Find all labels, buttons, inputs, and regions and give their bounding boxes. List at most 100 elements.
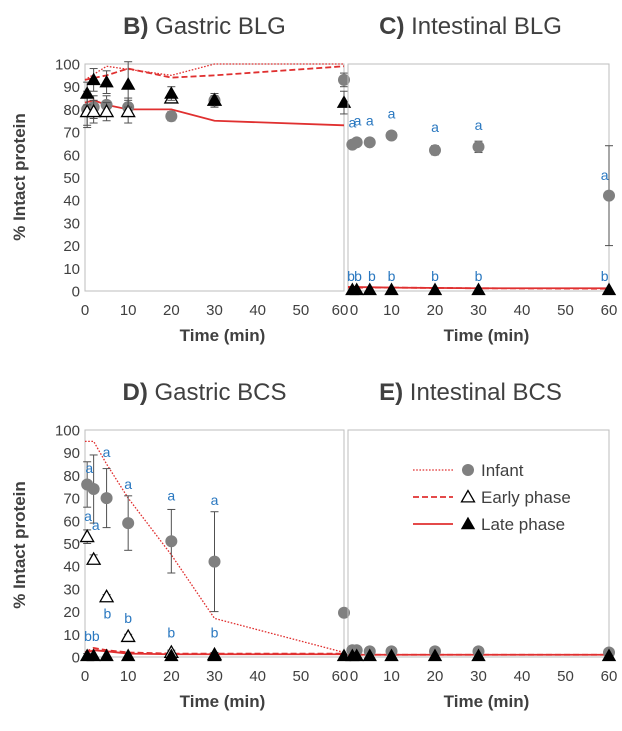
significance-letter: b <box>368 268 376 284</box>
data-point-late-phase <box>120 648 136 662</box>
significance-letter: a <box>85 460 93 476</box>
panel-title-letter: E) <box>379 379 403 406</box>
x-tick-label: 10 <box>383 302 400 319</box>
data-point-late-phase <box>362 648 377 662</box>
panel-e: E) Intestinal BCS 0 10 20 30 40 50 60 Time (min) <box>345 379 617 711</box>
data-point-infant <box>385 129 398 142</box>
data-point-late-phase <box>601 648 617 662</box>
significance-letter: b <box>92 628 100 644</box>
panel-title-text: Intestinal BCS <box>410 379 562 406</box>
data-point-late-phase <box>362 282 377 296</box>
panel-title: D) Gastric BCS <box>122 379 286 406</box>
panel-title-letter: D) <box>122 379 147 406</box>
data-point-late-phase <box>349 648 364 662</box>
x-tick-label: 10 <box>383 668 400 685</box>
data-point-infant <box>350 136 363 149</box>
data-point-late-phase <box>427 282 443 296</box>
x-tick-label: 20 <box>427 302 444 319</box>
data-point-late-phase <box>471 648 486 662</box>
x-tick-label: 60 <box>332 668 349 685</box>
panel-title-space <box>403 379 410 406</box>
x-tick-label: 0 <box>81 302 89 319</box>
data-point-late-phase <box>207 93 222 106</box>
plot-frame <box>347 63 610 292</box>
series-late-phase <box>345 648 617 662</box>
data-point-late-phase <box>99 74 114 88</box>
y-tick-label: 0 <box>72 650 80 667</box>
significance-letter: a <box>431 119 439 135</box>
y-tick-label: 50 <box>63 536 80 553</box>
significance-letter: a <box>388 105 396 121</box>
legend-label: Early phase <box>481 488 571 507</box>
data-point-late-phase <box>79 86 95 99</box>
y-tick-label: 100 <box>55 423 80 440</box>
panel-title-text: Gastric BLG <box>155 13 286 40</box>
data-point-infant <box>100 492 113 505</box>
significance-letter: b <box>354 268 362 284</box>
data-point-infant <box>472 140 485 153</box>
panel-b: B) Gastric BLG 0 10 20 30 40 50 60 70 80 90 100 0 10 2… <box>55 13 352 345</box>
x-axis-label: Time (min) <box>180 692 266 711</box>
data-point-infant <box>338 73 350 86</box>
x-tick-label: 40 <box>249 302 266 319</box>
x-axis-label: Time (min) <box>444 692 530 711</box>
data-point-infant <box>208 555 221 568</box>
y-tick-label: 10 <box>63 627 80 644</box>
data-point-late-phase <box>471 282 486 296</box>
panel-title: C) Intestinal BLG <box>379 13 562 40</box>
data-point-infant <box>122 517 135 530</box>
significance-letter: a <box>366 112 374 128</box>
data-point-late-phase <box>384 648 399 662</box>
y-tick-label: 50 <box>63 170 80 187</box>
y-tick-label: 30 <box>63 581 80 598</box>
x-tick-label: 50 <box>292 302 309 319</box>
legend-item-infant: Infant <box>413 461 524 480</box>
x-tick-label: 30 <box>206 668 223 685</box>
legend-item-early: Early phase <box>413 488 571 507</box>
significance-letter: b <box>601 268 609 284</box>
series-early-phase <box>79 90 223 126</box>
y-tick-label: 90 <box>63 445 80 462</box>
x-axis-label: Time (min) <box>444 326 530 345</box>
data-point-infant <box>165 110 178 123</box>
x-tick-label: 50 <box>557 668 574 685</box>
x-tick-label: 30 <box>470 302 487 319</box>
data-point-late-phase <box>349 282 364 296</box>
panel-title: B) Gastric BLG <box>123 13 286 40</box>
data-point-late-phase <box>336 95 352 108</box>
plot-frame <box>347 429 610 658</box>
data-point-infant <box>165 535 178 548</box>
significance-letter: a <box>124 476 132 492</box>
series-infant <box>346 129 615 247</box>
panel-title-text: Intestinal BLG <box>411 13 562 40</box>
data-point-infant <box>363 136 376 149</box>
x-tick-label: 50 <box>557 302 574 319</box>
significance-letter: a <box>601 167 609 183</box>
panel-d: D) Gastric BCS 0 10 20 30 40 50 60 70 80 90 100 0 10 2… <box>55 379 352 711</box>
y-tick-label: 60 <box>63 513 80 530</box>
data-point-late-phase <box>120 77 136 90</box>
data-point-infant <box>429 144 441 157</box>
data-point-early-phase <box>86 551 102 565</box>
data-point-early-phase <box>98 589 115 603</box>
data-point-early-phase <box>98 103 115 118</box>
x-tick-label: 30 <box>206 302 223 319</box>
series-infant <box>81 454 350 619</box>
legend: Infant Early phase Late phase <box>413 461 571 534</box>
x-tick-label: 0 <box>350 668 358 685</box>
panel-title-space <box>404 13 411 40</box>
y-tick-label: 80 <box>63 102 80 119</box>
model-curve-dotted <box>84 63 344 81</box>
panel-title-space <box>148 13 155 40</box>
x-tick-label: 20 <box>427 668 444 685</box>
significance-letter: a <box>475 117 483 133</box>
legend-marker-infant <box>462 464 474 476</box>
data-point-infant <box>87 483 100 496</box>
data-point-late-phase <box>99 648 114 662</box>
y-tick-label: 40 <box>63 559 80 576</box>
legend-item-late: Late phase <box>413 515 565 534</box>
significance-letter: a <box>103 444 111 460</box>
x-tick-label: 40 <box>249 668 266 685</box>
panel-c: C) Intestinal BLG 0 10 20 30 40 50 60 Time (min)… <box>345 13 617 345</box>
data-point-late-phase <box>601 282 617 296</box>
